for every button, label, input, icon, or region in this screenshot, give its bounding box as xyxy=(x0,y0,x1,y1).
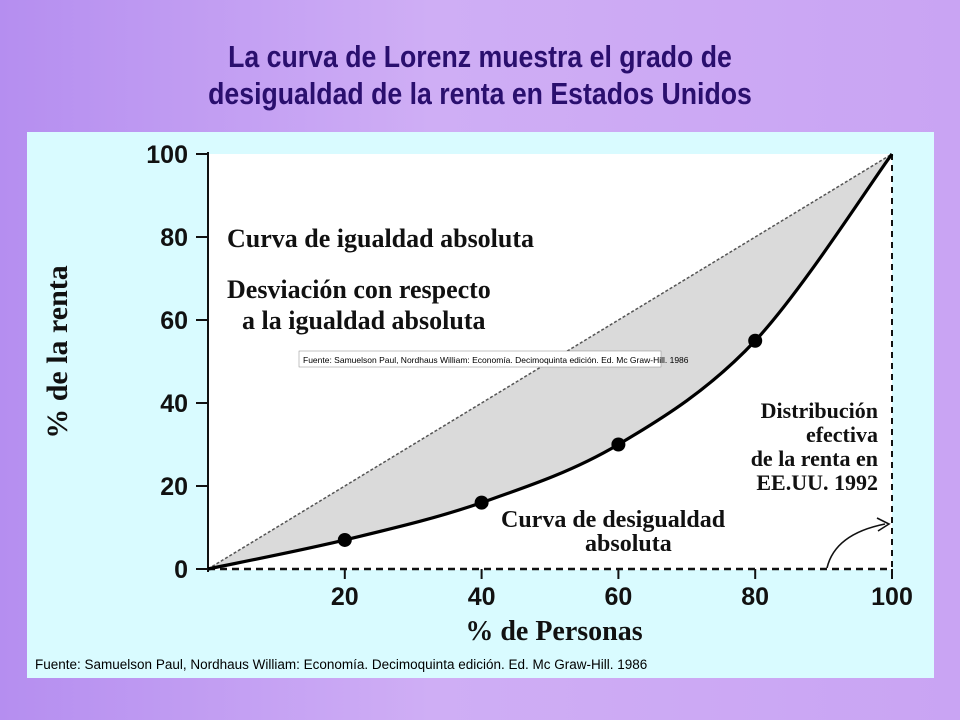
data-point-marker xyxy=(337,532,352,547)
data-point-marker xyxy=(611,437,626,452)
x-tick-label: 60 xyxy=(604,583,632,611)
lorenz-figure: 0 20 40 60 80 100 20 40 60 80 100 % de la renta %… xyxy=(27,132,934,678)
deviation-annotation-line-2: a la igualdad absoluta xyxy=(242,306,485,335)
y-tick-marks xyxy=(196,153,208,570)
source-caption: Fuente: Samuelson Paul, Nordhaus William… xyxy=(35,657,647,672)
distribution-line-4: EE.UU. 1992 xyxy=(756,470,878,495)
x-tick-labels: 20 40 60 80 100 xyxy=(331,583,913,611)
y-tick-labels: 0 20 40 60 80 100 xyxy=(146,141,188,584)
lorenz-chart: 0 20 40 60 80 100 20 40 60 80 100 % de la renta %… xyxy=(35,141,913,672)
inner-caption: Fuente: Samuelson Paul, Nordhaus William… xyxy=(298,350,689,368)
inequality-annotation-line-1: Curva de desigualdad xyxy=(501,507,726,533)
data-point-marker xyxy=(474,495,489,510)
deviation-annotation-line-1: Desviación con respecto xyxy=(227,275,491,304)
y-tick-label: 80 xyxy=(160,224,188,252)
x-tick-marks xyxy=(343,569,893,579)
y-tick-label: 60 xyxy=(160,307,188,335)
y-tick-label: 40 xyxy=(160,390,188,418)
inequality-annotation-line-2: absoluta xyxy=(585,531,672,557)
inner-caption-box xyxy=(298,350,662,368)
x-tick-label: 20 xyxy=(331,583,359,611)
y-axis-label: % de la renta xyxy=(41,265,74,439)
x-tick-label: 100 xyxy=(871,583,913,611)
equality-annotation: Curva de igualdad absoluta xyxy=(227,224,534,253)
y-tick-label: 100 xyxy=(146,141,188,169)
data-markers xyxy=(337,333,763,547)
slide-title-line-1: La curva de Lorenz muestra el grado de xyxy=(228,39,732,74)
y-tick-label: 0 xyxy=(174,556,188,584)
x-axis-label: % de Personas xyxy=(465,616,642,647)
slide-title-line-2: desigualdad de la renta en Estados Unido… xyxy=(208,76,752,111)
x-tick-label: 40 xyxy=(468,583,496,611)
x-tick-label: 80 xyxy=(741,583,769,611)
corner-arrow xyxy=(826,523,886,569)
y-tick-label: 20 xyxy=(160,473,188,501)
distribution-line-1: Distribución xyxy=(761,398,878,423)
distribution-line-2: efectiva xyxy=(806,422,878,447)
distribution-annotation: Distribución efectiva de la renta en EE.… xyxy=(751,398,878,495)
inner-caption-text: Fuente: Samuelson Paul, Nordhaus William… xyxy=(303,355,689,365)
data-point-marker xyxy=(748,333,763,348)
slide-title: La curva de Lorenz muestra el grado de d… xyxy=(67,38,893,112)
distribution-line-3: de la renta en xyxy=(751,446,878,471)
corner-arrow-head xyxy=(876,517,891,532)
